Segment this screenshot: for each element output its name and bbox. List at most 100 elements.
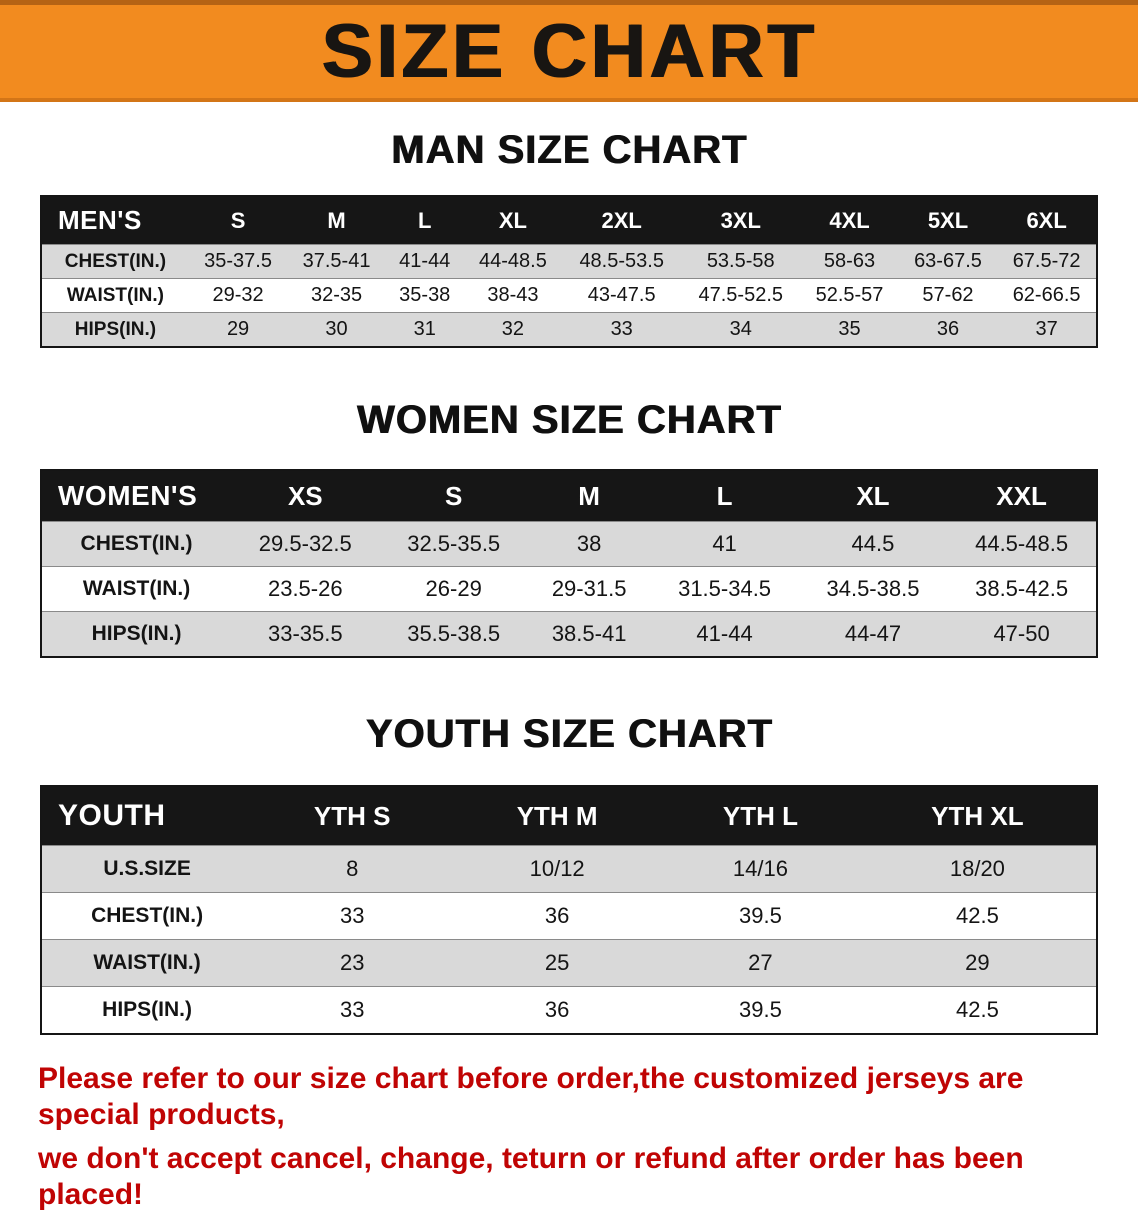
size-value: 29 bbox=[226, 318, 250, 340]
size-value: 44.5 bbox=[851, 531, 895, 556]
size-value: 33 bbox=[610, 318, 633, 340]
table-title-cell: MEN'S bbox=[58, 205, 142, 235]
measurement-label: WAIST(IN.) bbox=[93, 951, 201, 974]
youth-section-heading: YOUTH SIZE CHART bbox=[365, 712, 773, 756]
size-value: 38-43 bbox=[487, 284, 539, 306]
women-size-table: WOMEN'S XS S M L XL XXL CHEST(IN.) 29.5-32.5 32.5… bbox=[40, 469, 1098, 658]
size-value: 34 bbox=[729, 318, 752, 340]
size-column-header: 2XL bbox=[601, 207, 642, 233]
measurement-label: CHEST(IN.) bbox=[91, 904, 204, 927]
size-value: 25 bbox=[544, 950, 570, 975]
measurement-row: CHEST(IN.) 29.5-32.5 32.5-35.5 38 41 44.5 44.5… bbox=[41, 521, 1097, 567]
measurement-label: CHEST(IN.) bbox=[64, 250, 167, 272]
header-row: YOUTH YTH S YTH M YTH L YTH XL bbox=[41, 786, 1097, 846]
size-column-header: XL bbox=[856, 480, 890, 511]
size-value: 53.5-58 bbox=[706, 250, 775, 272]
measurement-label: U.S.SIZE bbox=[103, 857, 191, 880]
size-value: 41-44 bbox=[399, 250, 451, 272]
men-size-section: MAN SIZE CHART MEN'S S M L XL 2XL 3XL 4XL 5XL 6XL… bbox=[0, 128, 1138, 348]
men-size-table: MEN'S S M L XL 2XL 3XL 4XL 5XL 6XL CHEST(IN.) 35-37… bbox=[40, 195, 1098, 348]
size-column-header: 4XL bbox=[829, 207, 870, 233]
measurement-label: CHEST(IN.) bbox=[80, 532, 193, 555]
size-value: 43-47.5 bbox=[587, 284, 656, 306]
size-value: 67.5-72 bbox=[1012, 250, 1081, 272]
size-value: 44-47 bbox=[844, 621, 902, 646]
youth-size-table: YOUTH YTH S YTH M YTH L YTH XL U.S.SIZE 8 10/12… bbox=[40, 785, 1098, 1035]
size-value: 36 bbox=[544, 997, 570, 1022]
page-title: SIZE CHART bbox=[321, 8, 817, 94]
size-column-header: S bbox=[445, 480, 463, 511]
size-value: 58-63 bbox=[823, 250, 876, 272]
size-value: 14/16 bbox=[732, 856, 788, 881]
size-value: 35 bbox=[838, 318, 861, 340]
size-value: 52.5-57 bbox=[815, 284, 884, 306]
measurement-row: HIPS(IN.) 33-35.5 35.5-38.5 38.5-41 41-44 44-… bbox=[41, 611, 1097, 657]
size-column-header: L bbox=[716, 480, 733, 511]
size-value: 63-67.5 bbox=[914, 250, 982, 272]
size-value: 32.5-35.5 bbox=[407, 531, 501, 556]
size-value: 23.5-26 bbox=[267, 576, 343, 601]
size-column-header: S bbox=[230, 207, 246, 233]
size-value: 38.5-41 bbox=[551, 621, 627, 646]
women-size-section: WOMEN SIZE CHART WOMEN'S XS S M L XL XXL CHEST(… bbox=[0, 398, 1138, 658]
size-value: 29-31.5 bbox=[551, 576, 627, 601]
size-value: 35-37.5 bbox=[204, 250, 272, 272]
size-value: 29-32 bbox=[212, 284, 264, 306]
size-column-header: XXL bbox=[996, 480, 1047, 511]
size-column-header: M bbox=[578, 480, 600, 511]
disclaimer-line-1: Please refer to our size chart before or… bbox=[38, 1062, 1024, 1131]
size-value: 18/20 bbox=[949, 856, 1005, 881]
table-title-cell: WOMEN'S bbox=[58, 480, 198, 511]
size-value: 57-62 bbox=[922, 284, 974, 306]
measurement-row: CHEST(IN.) 35-37.5 37.5-41 41-44 44-48.5 48.5… bbox=[41, 244, 1097, 279]
size-value: 47-50 bbox=[993, 621, 1050, 646]
size-column-header: 5XL bbox=[927, 207, 969, 233]
youth-size-section: YOUTH SIZE CHART YOUTH YTH S YTH M YTH L YTH… bbox=[0, 712, 1138, 1035]
measurement-row: HIPS(IN.) 29 30 31 32 33 34 35 36 37 bbox=[41, 312, 1097, 347]
size-value: 26-29 bbox=[425, 576, 482, 601]
men-section-heading: MAN SIZE CHART bbox=[390, 128, 748, 172]
size-column-header: YTH XL bbox=[931, 800, 1024, 831]
size-value: 41-44 bbox=[696, 621, 753, 646]
measurement-label: HIPS(IN.) bbox=[74, 318, 157, 340]
size-column-header: L bbox=[418, 207, 432, 233]
measurement-label: HIPS(IN.) bbox=[91, 622, 182, 645]
size-value: 30 bbox=[325, 318, 348, 340]
size-value: 31 bbox=[413, 318, 436, 340]
measurement-row: WAIST(IN.) 29-32 32-35 35-38 38-43 43-47.5 47.… bbox=[41, 278, 1097, 313]
size-value: 27 bbox=[748, 950, 773, 975]
size-value: 34.5-38.5 bbox=[826, 576, 920, 601]
size-value: 35-38 bbox=[399, 284, 451, 306]
size-column-header: 3XL bbox=[720, 207, 761, 233]
size-value: 31.5-34.5 bbox=[678, 576, 772, 601]
size-value: 36 bbox=[544, 903, 570, 928]
size-column-header: XL bbox=[498, 207, 527, 233]
size-value: 8 bbox=[346, 856, 359, 881]
size-value: 10/12 bbox=[529, 856, 585, 881]
size-value: 42.5 bbox=[955, 997, 999, 1022]
measurement-row: CHEST(IN.) 33 36 39.5 42.5 bbox=[41, 892, 1097, 940]
size-column-header: XS bbox=[287, 480, 323, 511]
size-value: 23 bbox=[339, 950, 365, 975]
size-value: 33 bbox=[339, 903, 365, 928]
size-value: 48.5-53.5 bbox=[579, 250, 664, 272]
measurement-label: HIPS(IN.) bbox=[102, 998, 193, 1021]
size-value: 44-48.5 bbox=[479, 250, 547, 272]
women-section-heading: WOMEN SIZE CHART bbox=[356, 398, 782, 442]
size-column-header: YTH M bbox=[516, 800, 598, 831]
size-value: 32-35 bbox=[310, 284, 363, 306]
size-column-header: YTH L bbox=[722, 800, 798, 831]
size-value: 29.5-32.5 bbox=[258, 531, 352, 556]
measurement-row: U.S.SIZE 8 10/12 14/16 18/20 bbox=[41, 845, 1097, 893]
size-value: 41 bbox=[712, 531, 737, 556]
size-value: 37.5-41 bbox=[302, 250, 371, 272]
disclaimer-note: Please refer to our size chart before or… bbox=[38, 1061, 1100, 1213]
measurement-row: WAIST(IN.) 23 25 27 29 bbox=[41, 939, 1097, 987]
size-value: 39.5 bbox=[739, 903, 782, 928]
size-value: 33-35.5 bbox=[267, 621, 343, 646]
table-title-cell: YOUTH bbox=[58, 799, 166, 832]
size-value: 38.5-42.5 bbox=[975, 576, 1069, 601]
size-value: 44.5-48.5 bbox=[975, 531, 1069, 556]
size-value: 35.5-38.5 bbox=[407, 621, 501, 646]
